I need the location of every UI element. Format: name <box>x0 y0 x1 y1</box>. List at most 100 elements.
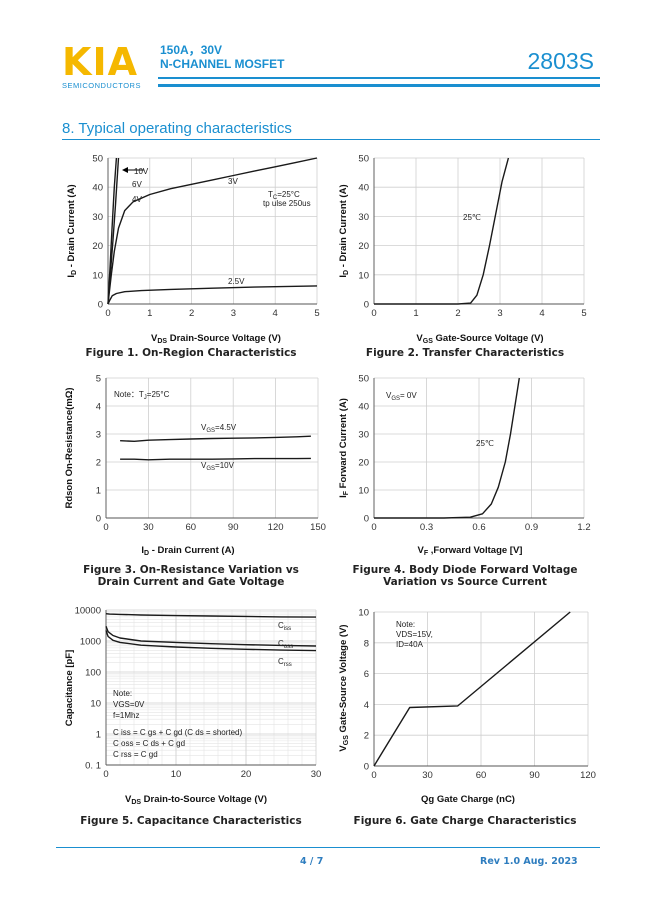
caption-fig6: Figure 6. Gate Charge Characteristics <box>353 815 577 827</box>
caption-fig3-line1: Figure 3. On-Resistance Variation vs <box>83 564 299 576</box>
y-tick-label: 0 <box>364 300 369 311</box>
x-tick-label: 1 <box>147 308 152 319</box>
fig5-note-1: VGS=0V <box>113 700 145 709</box>
y-tick-label: 10 <box>90 699 101 710</box>
x-tick-label: 0.6 <box>472 522 485 533</box>
y-tick-label: 0 <box>364 762 369 773</box>
fig5-note-5: C rss = C gd <box>113 750 158 759</box>
x-tick-label: 5 <box>581 308 586 319</box>
fig4-note: VGS= 0V <box>386 391 417 402</box>
fig1-label-6v: 6V <box>132 180 142 189</box>
y-tick-label: 10 <box>92 270 103 281</box>
x-tick-label: 120 <box>268 522 284 533</box>
fig6-ylabel: VGS Gate-Source Voltage (V) <box>338 624 350 751</box>
part-number: 2803S <box>527 48 594 74</box>
section-rule <box>62 139 600 140</box>
x-tick-label: 4 <box>273 308 278 319</box>
caption-fig4-line2: Variation vs Source Current <box>383 576 547 588</box>
x-tick-label: 0 <box>371 308 376 319</box>
x-tick-label: 0 <box>371 522 376 533</box>
fig4-xlabel: VF ,Forward Voltage [V] <box>418 545 523 557</box>
fig4-ylabel: IF Forward Current (A) <box>338 398 350 498</box>
y-tick-label: 1 <box>96 730 101 741</box>
x-tick-label: 90 <box>228 522 239 533</box>
y-tick-label: 0 <box>364 514 369 525</box>
x-tick-label: 4 <box>539 308 544 319</box>
fig1-arrowhead <box>122 167 128 173</box>
x-tick-label: 150 <box>310 522 326 533</box>
x-tick-label: 2 <box>455 308 460 319</box>
fig2-xlabel: VGS Gate-Source Voltage (V) <box>416 333 543 345</box>
y-tick-label: 2 <box>96 458 101 469</box>
fig5-note-4: C oss = C ds + C gd <box>113 739 185 748</box>
fig5-label-coss: Coss <box>278 639 293 650</box>
y-tick-label: 20 <box>358 458 369 469</box>
y-tick-label: 30 <box>92 212 103 223</box>
fig1-ylabel: ID - Drain Current (A) <box>66 184 78 277</box>
y-tick-label: 40 <box>358 183 369 194</box>
x-tick-label: 0 <box>371 770 376 781</box>
y-tick-label: 4 <box>364 700 369 711</box>
company-logo: KIA <box>62 40 138 84</box>
y-tick-label: 5 <box>96 374 101 385</box>
x-tick-label: 90 <box>529 770 540 781</box>
y-tick-label: 50 <box>92 154 103 165</box>
series-line-fig1-4 <box>107 285 318 305</box>
fig6-xlabel: Qg Gate Charge (nC) <box>421 794 515 805</box>
fig5-note-0: Note: <box>113 689 132 698</box>
chart-fig5: 0 10 20 30 0. 1 1 10 100 1000 10000 VDS Drain-to-… <box>64 606 322 807</box>
fig2-ylabel: ID - Drain Current (A) <box>338 184 350 277</box>
series-line-fig5-0 <box>105 613 317 618</box>
caption-fig3: Figure 3. On-Resistance Variation vs Dra… <box>56 564 326 588</box>
fig1-label-2-5v: 2.5V <box>228 277 245 286</box>
caption-fig1: Figure 1. On-Region Characteristics <box>85 347 297 359</box>
y-tick-label: 0 <box>98 300 103 311</box>
x-tick-label: 0 <box>103 522 108 533</box>
series-line-fig2-0 <box>374 157 510 305</box>
y-tick-label: 10000 <box>75 606 101 617</box>
series-line-fig1-2 <box>107 157 318 305</box>
fig4-label-25c: 25℃ <box>476 439 494 448</box>
x-tick-label: 5 <box>314 308 319 319</box>
x-tick-label: 60 <box>476 770 487 781</box>
y-tick-label: 30 <box>358 430 369 441</box>
y-tick-label: 20 <box>358 241 369 252</box>
x-tick-label: 60 <box>186 522 197 533</box>
series-line-fig1-1 <box>107 157 120 305</box>
footer-rule <box>56 847 600 848</box>
x-tick-label: 30 <box>422 770 433 781</box>
x-tick-label: 30 <box>311 769 322 780</box>
series-line-fig3-1 <box>120 457 311 461</box>
x-tick-label: 0.3 <box>420 522 433 533</box>
x-tick-label: 1.2 <box>577 522 590 533</box>
x-tick-label: 30 <box>143 522 154 533</box>
caption-fig2: Figure 2. Transfer Characteristics <box>365 347 565 359</box>
y-tick-label: 4 <box>96 402 101 413</box>
fig5-ylabel: Capacitance [pF] <box>64 650 75 727</box>
fig2-label-25c: 25℃ <box>463 213 481 222</box>
y-tick-label: 1 <box>96 486 101 497</box>
product-rating: 150A，30V <box>160 43 223 57</box>
fig1-xlabel: VDS Drain-Source Voltage (V) <box>151 333 281 345</box>
caption-fig5: Figure 5. Capacitance Characteristics <box>80 815 302 827</box>
fig5-label-ciss: Ciss <box>278 621 291 632</box>
chart-fig4: 0 0.3 0.6 0.9 1.2 0 10 20 30 40 50 VF ,Forward Vol… <box>338 374 591 558</box>
fig1-note-temp: TC=25°C <box>268 190 300 201</box>
chart-fig6: 0 30 60 90 120 0 2 4 6 8 10 Qg Gate Charge (nC) VG… <box>338 608 596 806</box>
x-tick-label: 3 <box>231 308 236 319</box>
y-tick-label: 2 <box>364 731 369 742</box>
y-tick-label: 100 <box>85 668 101 679</box>
header-rule-bottom <box>158 84 600 87</box>
fig1-label-3v: 3V <box>228 177 238 186</box>
x-tick-label: 3 <box>497 308 502 319</box>
fig1-label-4v: 4V <box>132 195 142 204</box>
fig6-note-2: ID=40A <box>396 640 424 649</box>
y-tick-label: 40 <box>92 183 103 194</box>
x-tick-label: 0 <box>105 308 110 319</box>
series-line-fig3-0 <box>120 435 311 443</box>
chart-fig3: 0 30 60 90 120 150 0 1 2 3 4 5 ID - Drain Current (… <box>64 374 326 558</box>
fig1-label-10v: 10V <box>134 167 149 176</box>
y-tick-label: 20 <box>92 241 103 252</box>
